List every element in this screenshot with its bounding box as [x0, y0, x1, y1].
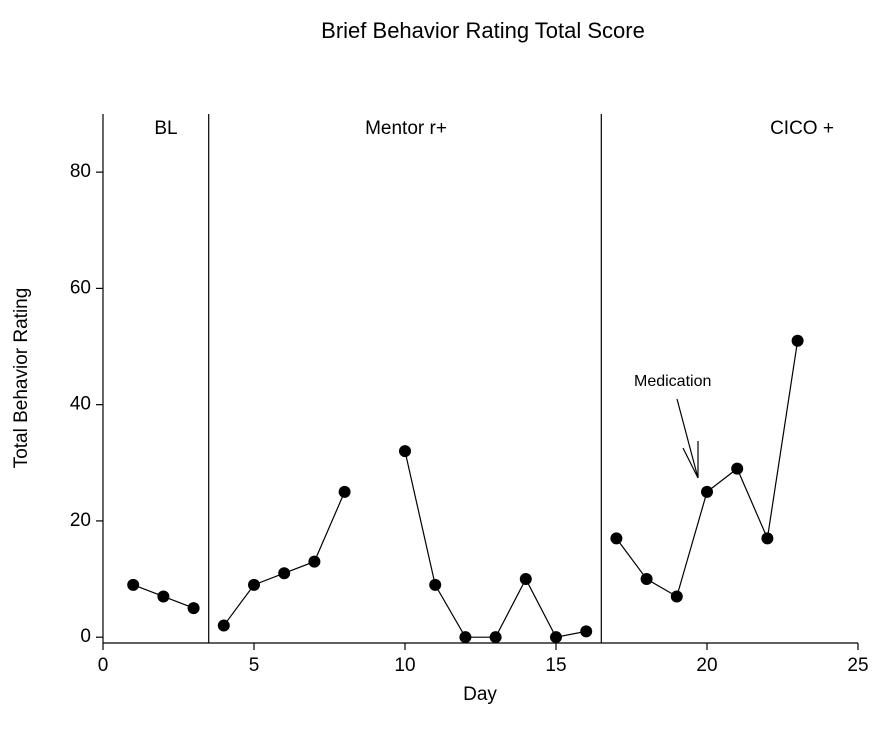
data-point — [761, 532, 774, 545]
x-axis-label: Day — [463, 684, 497, 705]
y-axis-label: Total Behavior Rating — [11, 288, 32, 469]
data-point — [519, 573, 532, 586]
x-tick-label: 15 — [545, 655, 566, 676]
data-point — [791, 334, 804, 347]
data-point — [338, 485, 351, 498]
data-point — [127, 578, 140, 591]
series-line — [223, 491, 346, 626]
data-point — [580, 625, 593, 638]
series-line — [404, 451, 587, 638]
x-tick-label: 0 — [98, 655, 109, 676]
data-point — [399, 445, 411, 458]
y-tick-label: 20 — [70, 510, 91, 531]
data-point — [670, 590, 683, 603]
data-point — [489, 631, 502, 644]
x-tick-label: 25 — [847, 655, 868, 676]
data-point — [187, 602, 200, 615]
data-point — [701, 485, 713, 498]
x-tick-label: 20 — [696, 655, 717, 676]
x-tick-label: 5 — [249, 655, 260, 676]
data-point — [157, 590, 170, 603]
data-point — [248, 578, 260, 591]
y-tick-label: 80 — [70, 161, 91, 182]
chart-title: Brief Behavior Rating Total Score — [321, 18, 645, 43]
data-point — [640, 573, 653, 586]
y-tick-label: 60 — [70, 277, 91, 298]
data-point — [610, 532, 623, 545]
data-point — [429, 578, 442, 591]
annotation-arrow — [676, 398, 699, 479]
data-point — [217, 619, 230, 632]
annotation: Medication — [634, 373, 711, 390]
phase-label: BL — [154, 118, 177, 139]
phase-label: CICO + — [770, 118, 834, 139]
phase-label: Mentor r+ — [365, 118, 447, 139]
data-point — [278, 567, 291, 580]
data-point — [731, 462, 744, 475]
y-tick-label: 0 — [80, 626, 91, 647]
x-tick-label: 10 — [394, 655, 415, 676]
data-point — [550, 631, 562, 644]
data-point — [308, 555, 321, 568]
y-tick-label: 40 — [70, 394, 91, 415]
data-point — [459, 631, 472, 644]
